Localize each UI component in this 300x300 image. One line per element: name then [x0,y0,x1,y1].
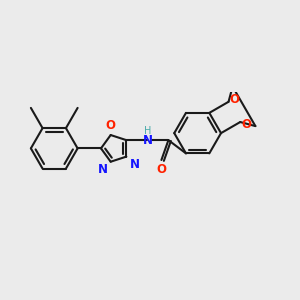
Text: O: O [242,118,251,131]
Text: N: N [130,158,140,171]
Text: H: H [144,126,151,136]
Text: O: O [230,93,240,106]
Text: N: N [98,163,107,176]
Text: O: O [156,163,167,176]
Text: N: N [142,134,152,147]
Text: O: O [106,119,116,132]
